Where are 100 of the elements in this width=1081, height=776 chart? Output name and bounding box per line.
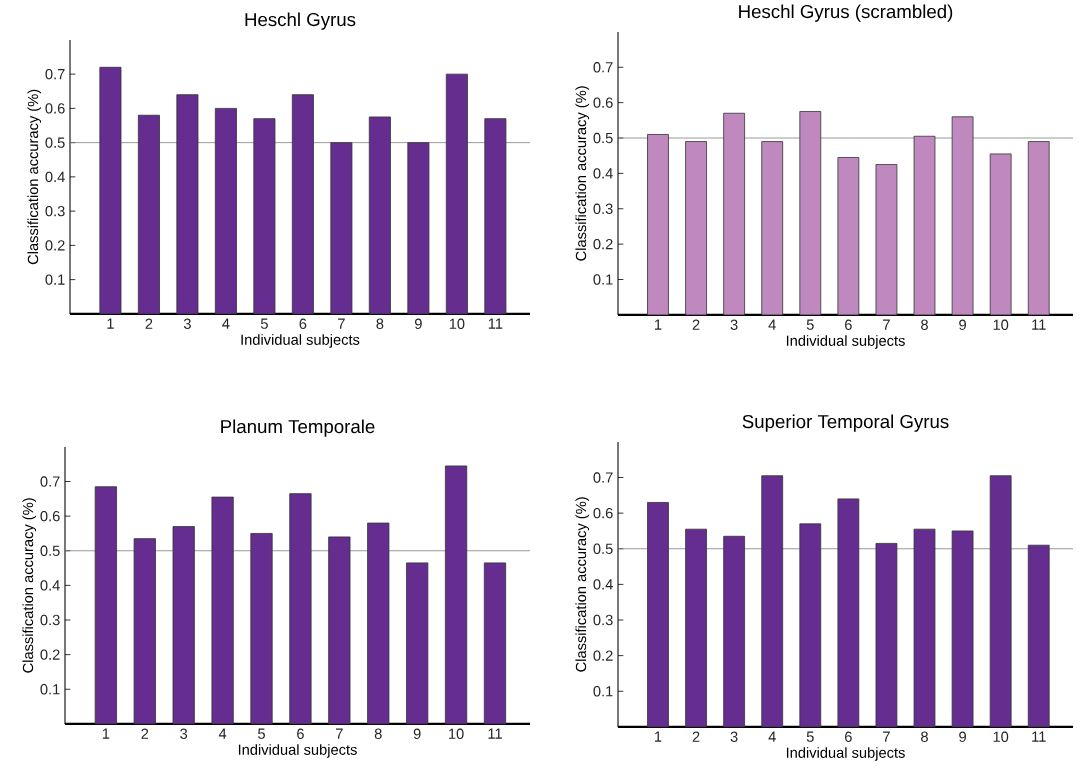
x-tick-label: 7 [883, 319, 890, 330]
y-tick-label: 0.1 [40, 684, 60, 695]
y-tick-label: 0.4 [593, 579, 613, 590]
chart-title: Superior Temporal Gyrus [742, 414, 949, 432]
bar [685, 141, 707, 316]
bar [989, 153, 1012, 316]
y-tick-label: 0.3 [593, 614, 613, 626]
x-tick-label: 7 [336, 728, 343, 739]
y-tick-label: 0.3 [593, 203, 613, 215]
x-tick-label: 3 [183, 318, 191, 330]
bar [99, 66, 122, 315]
y-axis-title: Classification accuracy (%) [575, 86, 590, 261]
x-tick-label: 3 [730, 319, 738, 331]
bar [875, 164, 898, 316]
x-tick-label: 11 [1032, 319, 1046, 330]
y-tick-label: 0.6 [40, 511, 60, 522]
bar [330, 142, 353, 315]
x-tick-label: 10 [993, 319, 1009, 331]
bar [989, 475, 1012, 728]
bar [685, 528, 707, 728]
bar [723, 112, 746, 316]
y-tick-label: 0.7 [45, 69, 65, 80]
bar [406, 562, 429, 725]
x-tick-label: 4 [222, 318, 230, 329]
x-tick-label: 8 [374, 728, 382, 740]
x-tick-label: 9 [414, 318, 422, 330]
bar [328, 536, 351, 725]
y-tick-label: 0.6 [45, 103, 65, 114]
x-tick-label: 4 [218, 728, 227, 739]
x-tick-label: 10 [449, 728, 464, 740]
bar [837, 157, 860, 316]
y-tick-label: 0.2 [45, 240, 65, 251]
x-tick-label: 6 [845, 319, 852, 331]
x-tick-label: 5 [806, 319, 814, 330]
bar [253, 118, 276, 315]
bar [761, 475, 784, 728]
bar [367, 522, 390, 725]
bar [291, 94, 314, 315]
bar [172, 526, 195, 725]
bar [1027, 141, 1050, 316]
bar [250, 533, 273, 725]
y-tick-label: 0.3 [45, 206, 65, 217]
x-tick-label: 2 [145, 318, 153, 329]
y-tick-label: 0.3 [40, 614, 60, 626]
bar [445, 73, 468, 315]
y-axis-title: Classification accuracy (%) [22, 498, 37, 673]
y-tick-label: 0.7 [593, 472, 613, 483]
bar [444, 465, 468, 725]
x-tick-label: 8 [921, 319, 928, 331]
y-tick-label: 0.5 [40, 545, 60, 557]
y-tick-label: 0.7 [40, 476, 60, 487]
x-tick-label: 2 [692, 319, 700, 330]
y-tick-label: 0.5 [593, 132, 613, 144]
x-tick-label: 1 [655, 319, 662, 330]
y-tick-label: 0.4 [45, 171, 65, 183]
x-tick-label: 9 [959, 319, 966, 331]
y-axis-title: Classification accuracy (%) [27, 89, 42, 265]
x-tick-label: 9 [959, 731, 966, 743]
bar [484, 118, 507, 315]
bar [211, 496, 234, 725]
bar [647, 502, 669, 728]
bar [799, 523, 822, 728]
bar [1027, 544, 1050, 728]
bar [407, 142, 430, 315]
x-tick-label: 9 [413, 728, 421, 740]
bar [214, 108, 237, 315]
x-tick-label: 8 [376, 318, 384, 330]
x-tick-label: 6 [297, 728, 304, 740]
x-tick-label: 4 [768, 731, 776, 742]
x-tick-label: 4 [768, 319, 776, 330]
y-tick-label: 0.5 [593, 543, 613, 555]
y-axis-title: Classification accuracy (%) [575, 497, 590, 672]
bar [289, 493, 312, 725]
y-tick-label: 0.5 [45, 137, 65, 148]
bar [94, 486, 117, 725]
x-tick-label: 10 [449, 318, 465, 330]
y-tick-label: 0.6 [593, 97, 613, 108]
x-tick-label: 8 [921, 731, 928, 743]
x-tick-label: 11 [488, 728, 502, 739]
bar [799, 111, 822, 316]
chart-title: Planum Temporale [221, 419, 375, 437]
y-tick-label: 0.4 [40, 580, 60, 591]
bar [368, 116, 391, 315]
x-tick-label: 11 [1032, 731, 1046, 742]
x-tick-label: 7 [338, 318, 345, 329]
x-tick-label: 6 [845, 731, 852, 743]
chart-title: Heschl Gyrus [245, 12, 356, 30]
x-tick-label: 5 [260, 318, 268, 329]
bar [761, 141, 784, 316]
bar [837, 498, 860, 728]
x-tick-label: 11 [488, 318, 503, 329]
bar [137, 114, 160, 315]
x-tick-label: 5 [806, 731, 814, 742]
y-tick-label: 0.2 [40, 649, 60, 660]
x-tick-label: 1 [107, 318, 114, 329]
bar [913, 135, 936, 316]
y-tick-label: 0.4 [593, 168, 613, 179]
x-tick-label: 6 [299, 318, 307, 330]
x-axis-title: Individual subjects [786, 335, 905, 349]
chart-title: Heschl Gyrus (scrambled) [739, 4, 953, 22]
